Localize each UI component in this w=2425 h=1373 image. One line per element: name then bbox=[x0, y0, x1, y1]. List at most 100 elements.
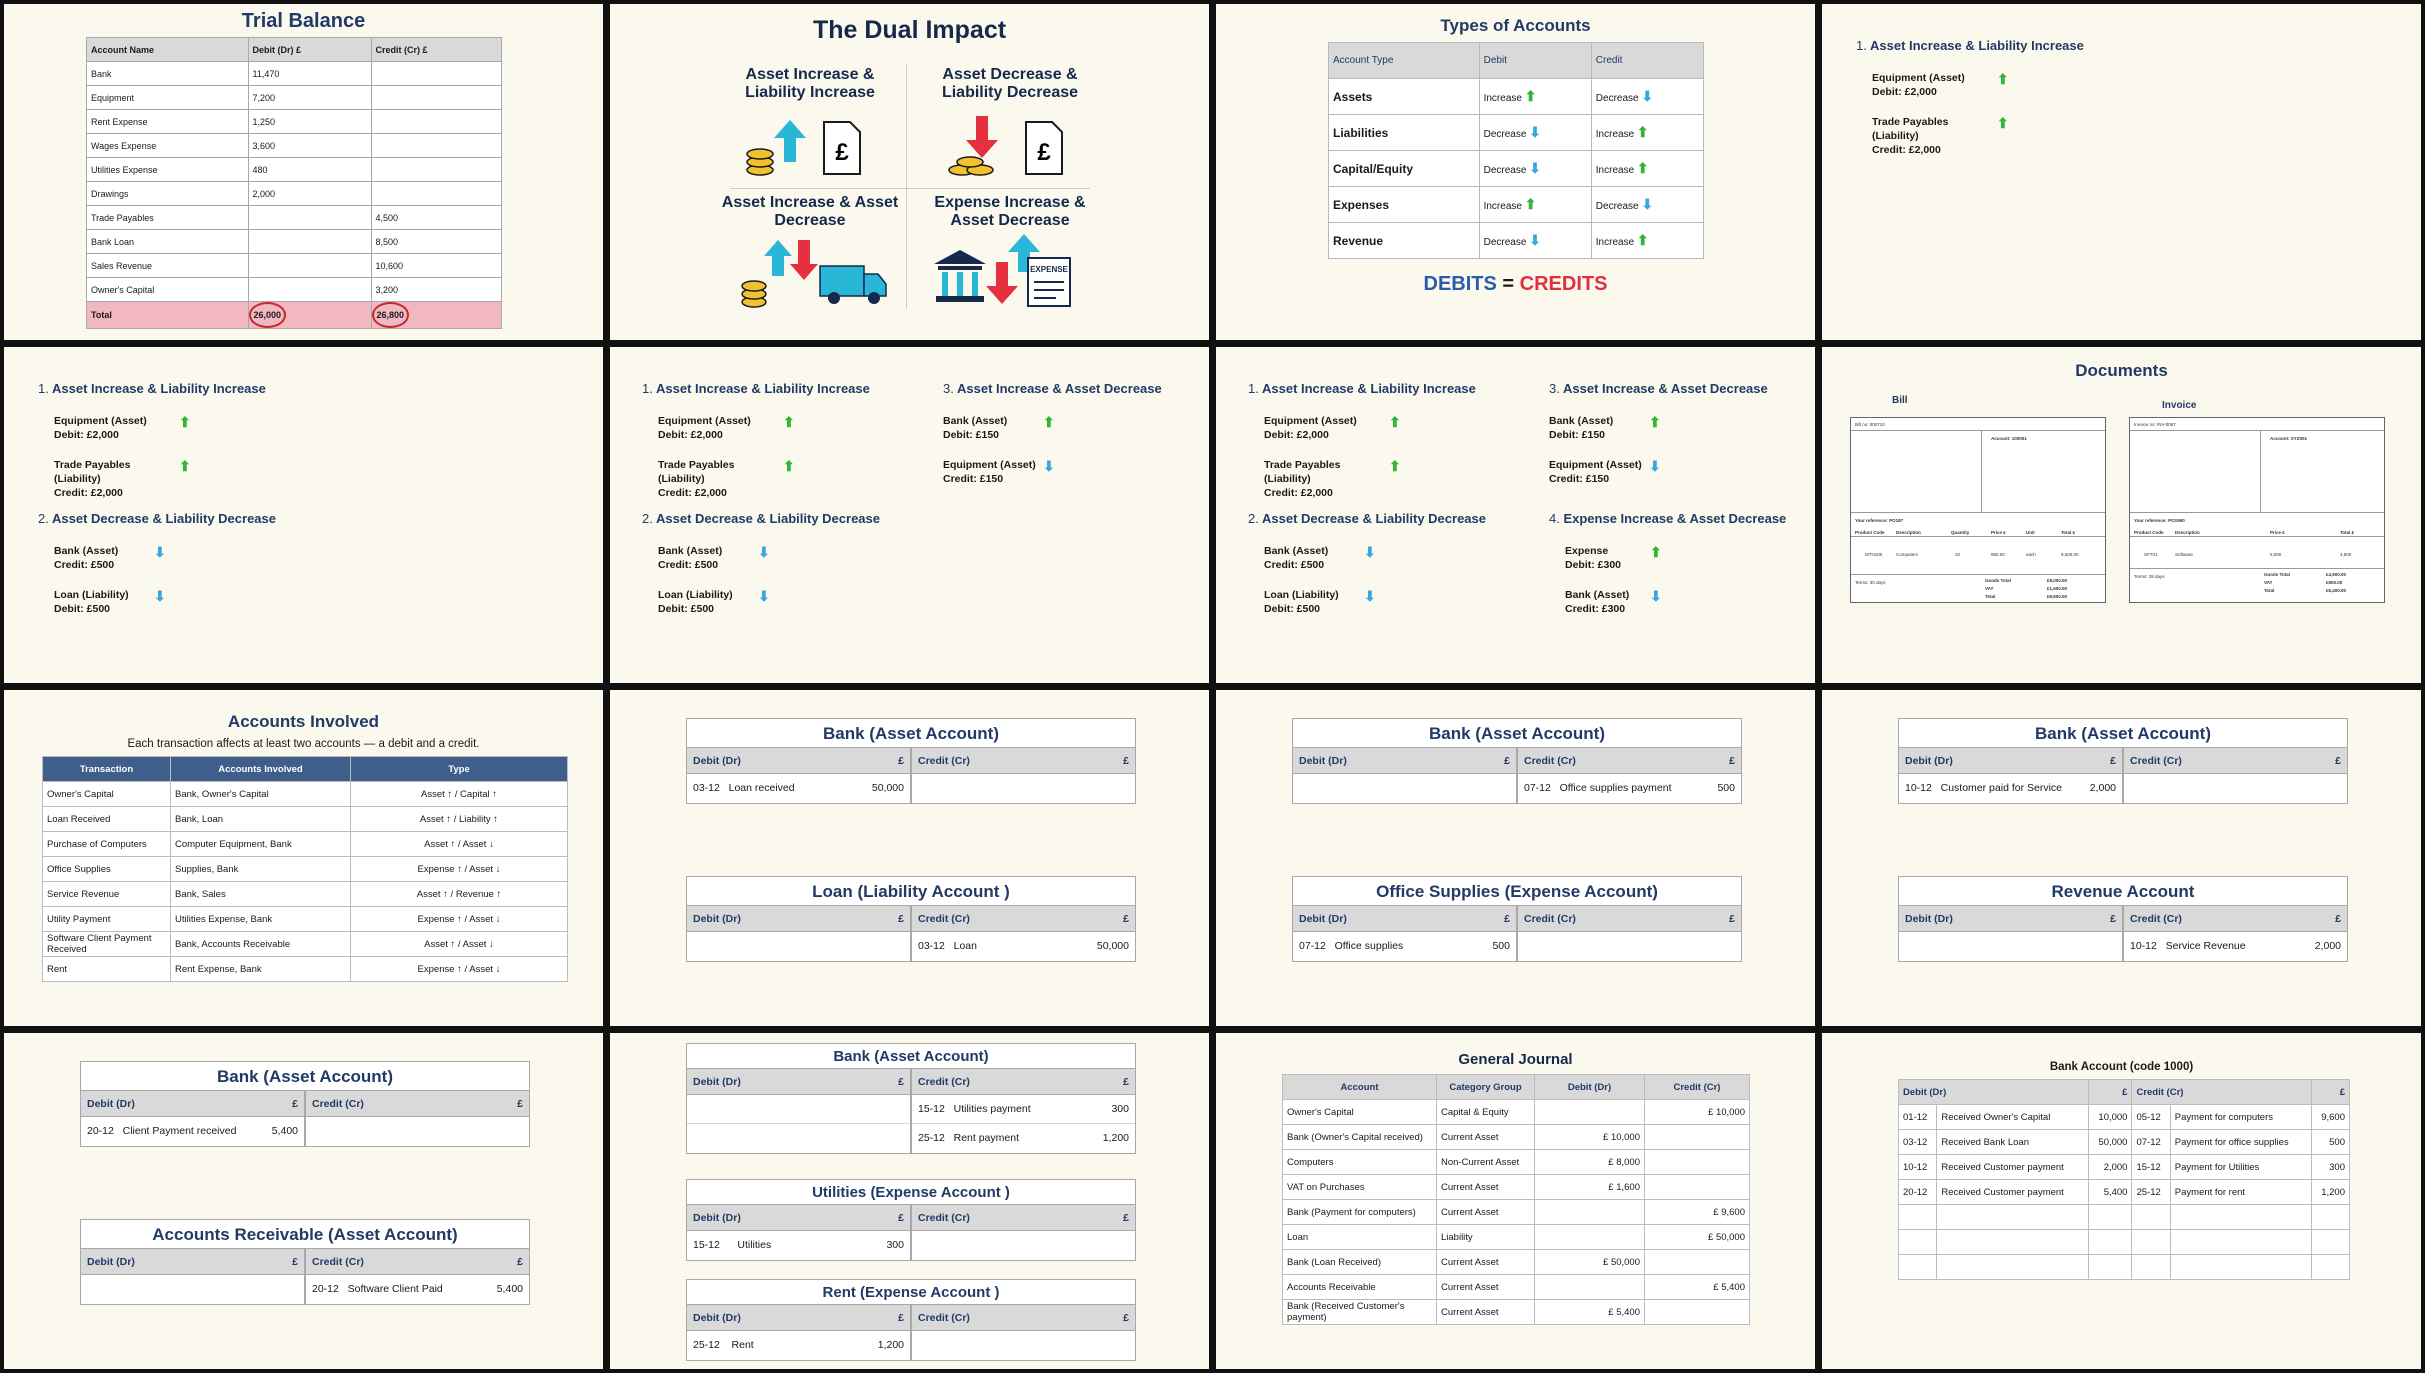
invoice-label: Invoice bbox=[2162, 400, 2197, 411]
bank-ledger-table: Debit (Dr) £ Credit (Cr) £ 01-12 Received Ow… bbox=[1897, 1079, 2350, 1280]
step-heading: Asset Increase & Liability Increase bbox=[1869, 38, 2084, 53]
th: Debit bbox=[1478, 42, 1592, 79]
table-cell: Increase ⬆ bbox=[1478, 186, 1592, 223]
arrow-down-icon: ⬇ bbox=[758, 588, 770, 604]
table-cell: Purchase of Computers bbox=[42, 831, 171, 857]
table-cell bbox=[2311, 1204, 2350, 1230]
slide-step-1[interactable]: 1. Asset Increase & Liability Increase E… bbox=[1822, 4, 2421, 340]
table-cell: £ 50,000 bbox=[1644, 1224, 1750, 1250]
entry-desc: Software Client Paid bbox=[347, 1283, 443, 1295]
table-cell bbox=[2087, 1229, 2133, 1255]
slide-bank-ledger[interactable]: Bank Account (code 1000) Debit (Dr) £ Cred… bbox=[1822, 1033, 2421, 1369]
table-cell: £ 8,000 bbox=[1534, 1149, 1645, 1175]
table-row: 03-12 Received Bank Loan 50,000 07-12 Paymen… bbox=[1897, 1129, 2350, 1155]
col-price: Price £ bbox=[1991, 530, 2006, 535]
t-account-title: Revenue Account bbox=[1898, 876, 2348, 906]
pound-symbol: £ bbox=[292, 1256, 298, 1268]
table-row: Utility Payment Utilities Expense, Bank Ex… bbox=[42, 906, 568, 932]
debit-header: Debit (Dr) bbox=[1299, 755, 1347, 767]
table-cell: Received Customer payment bbox=[1936, 1179, 2089, 1205]
entry-desc: Service Revenue bbox=[2165, 940, 2246, 952]
entry-desc: Rent bbox=[731, 1339, 754, 1351]
pound-symbol: £ bbox=[1504, 755, 1510, 767]
item-label: Loan (Liability) bbox=[54, 589, 129, 601]
table-row: Trade Payables 4,500 bbox=[86, 205, 502, 230]
slide-bank-loan[interactable]: Bank (Asset Account) Debit (Dr) £03-12 Lo… bbox=[610, 690, 1209, 1026]
arrow-down-icon: ⬇ bbox=[154, 544, 166, 560]
item-label: Trade Payables (Liability) bbox=[54, 459, 131, 485]
table-cell: Rent Expense, Bank bbox=[170, 956, 351, 982]
entry-date: 25-12 bbox=[918, 1132, 945, 1144]
item-value: Credit: £2,000 bbox=[1872, 144, 1941, 156]
slide-bank-revenue[interactable]: Bank (Asset Account) Debit (Dr) £10-12 Cu… bbox=[1822, 690, 2421, 1026]
entry-amount: 1,200 bbox=[877, 1339, 904, 1351]
table-cell: 500 bbox=[2311, 1129, 2350, 1155]
th: Credit (Cr) bbox=[1644, 1074, 1750, 1100]
table-cell bbox=[2311, 1229, 2350, 1255]
step-heading: Asset Decrease & Liability Decrease bbox=[51, 511, 276, 526]
table-row: VAT on Purchases Current Asset £ 1,600 bbox=[1282, 1174, 1750, 1200]
table-cell bbox=[1644, 1174, 1750, 1200]
slide-general-journal[interactable]: General Journal Account Category Group Deb… bbox=[1216, 1033, 1815, 1369]
total-label: Total bbox=[1985, 594, 1996, 599]
table-cell: Wages Expense bbox=[86, 133, 249, 158]
slide-bank-utilities-rent[interactable]: Bank (Asset Account) Debit (Dr) £ Credit … bbox=[610, 1033, 1209, 1369]
credits-word: CREDITS bbox=[1519, 273, 1608, 295]
table-cell: 7,200 bbox=[247, 85, 372, 110]
slide-steps-1-3[interactable]: 1. Asset Increase & Liability Increase E… bbox=[610, 347, 1209, 683]
step-number: 3. bbox=[943, 381, 954, 396]
table-cell: Service Revenue bbox=[42, 881, 171, 907]
table-cell: 50,000 bbox=[2087, 1129, 2133, 1155]
arrow-up-icon: ⬆ bbox=[179, 458, 191, 474]
entry-amount: 5,400 bbox=[496, 1283, 523, 1295]
slide-documents[interactable]: Documents Bill Invoice Bill no: 000710 A… bbox=[1822, 347, 2421, 683]
table-cell: Bank Loan bbox=[86, 229, 249, 254]
arrow-up-icon: ⬆ bbox=[1043, 414, 1055, 430]
t-account-title: Bank (Asset Account) bbox=[686, 1043, 1136, 1069]
arrow-down-icon: ⬇ bbox=[758, 544, 770, 560]
table-cell: 15-12 bbox=[2131, 1154, 2171, 1180]
invoice-vat: £900.00 bbox=[2326, 580, 2343, 585]
step-number: 1. bbox=[1856, 38, 1867, 53]
arrow-up-icon: ⬆ bbox=[1650, 544, 1662, 560]
t-account-loan: Loan (Liability Account ) Debit (Dr) £ Cr… bbox=[686, 876, 1136, 962]
table-cell bbox=[1936, 1254, 2089, 1280]
th: Debit (Dr) £ bbox=[247, 37, 372, 62]
goods-total-label: Goods Total bbox=[1985, 578, 2011, 583]
entry-date: 07-12 bbox=[1524, 782, 1551, 794]
table-cell bbox=[2131, 1204, 2171, 1230]
table-cell: £ 9,600 bbox=[1644, 1199, 1750, 1225]
table-cell: Asset ↑ / Asset ↓ bbox=[350, 831, 568, 857]
entry-amount: 2,000 bbox=[2089, 782, 2116, 794]
arrow-up-icon: ⬆ bbox=[783, 458, 795, 474]
arrow-down-icon: ⬇ bbox=[1641, 88, 1654, 104]
step-number: 2. bbox=[38, 511, 49, 526]
slide-types-of-accounts[interactable]: Types of Accounts Account Type Debit Credi… bbox=[1216, 4, 1815, 340]
slide-accounts-involved[interactable]: Accounts Involved Each transaction affec… bbox=[4, 690, 603, 1026]
entry-date: 10-12 bbox=[1905, 782, 1932, 794]
pound-symbol: £ bbox=[1504, 913, 1510, 925]
slide-dual-impact[interactable]: The Dual Impact Asset Increase & Liabili… bbox=[610, 4, 1209, 340]
table-cell bbox=[1534, 1099, 1645, 1125]
pound-glyph: £ bbox=[1037, 139, 1051, 166]
arrow-up-icon: ⬆ bbox=[783, 414, 795, 430]
table-cell: Bank (Payment for computers) bbox=[1282, 1199, 1437, 1225]
entry-desc: Rent payment bbox=[953, 1132, 1019, 1144]
slide-bank-office-supplies[interactable]: Bank (Asset Account) Debit (Dr) £ Credit … bbox=[1216, 690, 1815, 1026]
slide-trial-balance[interactable]: Trial Balance Account Name Debit (Dr) £ Cr… bbox=[4, 4, 603, 340]
slide-bank-receivable[interactable]: Bank (Asset Account) Debit (Dr) £20-12 Cl… bbox=[4, 1033, 603, 1369]
slide-steps-1-2[interactable]: 1. Asset Increase & Liability Increase E… bbox=[4, 347, 603, 683]
table-cell: 03-12 bbox=[1897, 1129, 1938, 1155]
th: Accounts Involved bbox=[170, 756, 351, 782]
table-row bbox=[1897, 1204, 2350, 1230]
table-cell: Decrease ⬇ bbox=[1590, 78, 1705, 115]
table-row: Office Supplies Supplies, Bank Expense ↑ /… bbox=[42, 856, 568, 882]
item-label: Bank (Asset) bbox=[54, 545, 119, 557]
step-number: 1. bbox=[38, 381, 49, 396]
slide-steps-1-4[interactable]: 1. Asset Increase & Liability Increase E… bbox=[1216, 347, 1815, 683]
invoice-desc: Software bbox=[2175, 552, 2193, 557]
table-cell: Asset ↑ / Capital ↑ bbox=[350, 781, 568, 807]
credit-header: Credit (Cr) bbox=[1524, 913, 1576, 925]
vat-label: VAT bbox=[2264, 580, 2273, 585]
table-cell bbox=[1897, 1204, 1938, 1230]
